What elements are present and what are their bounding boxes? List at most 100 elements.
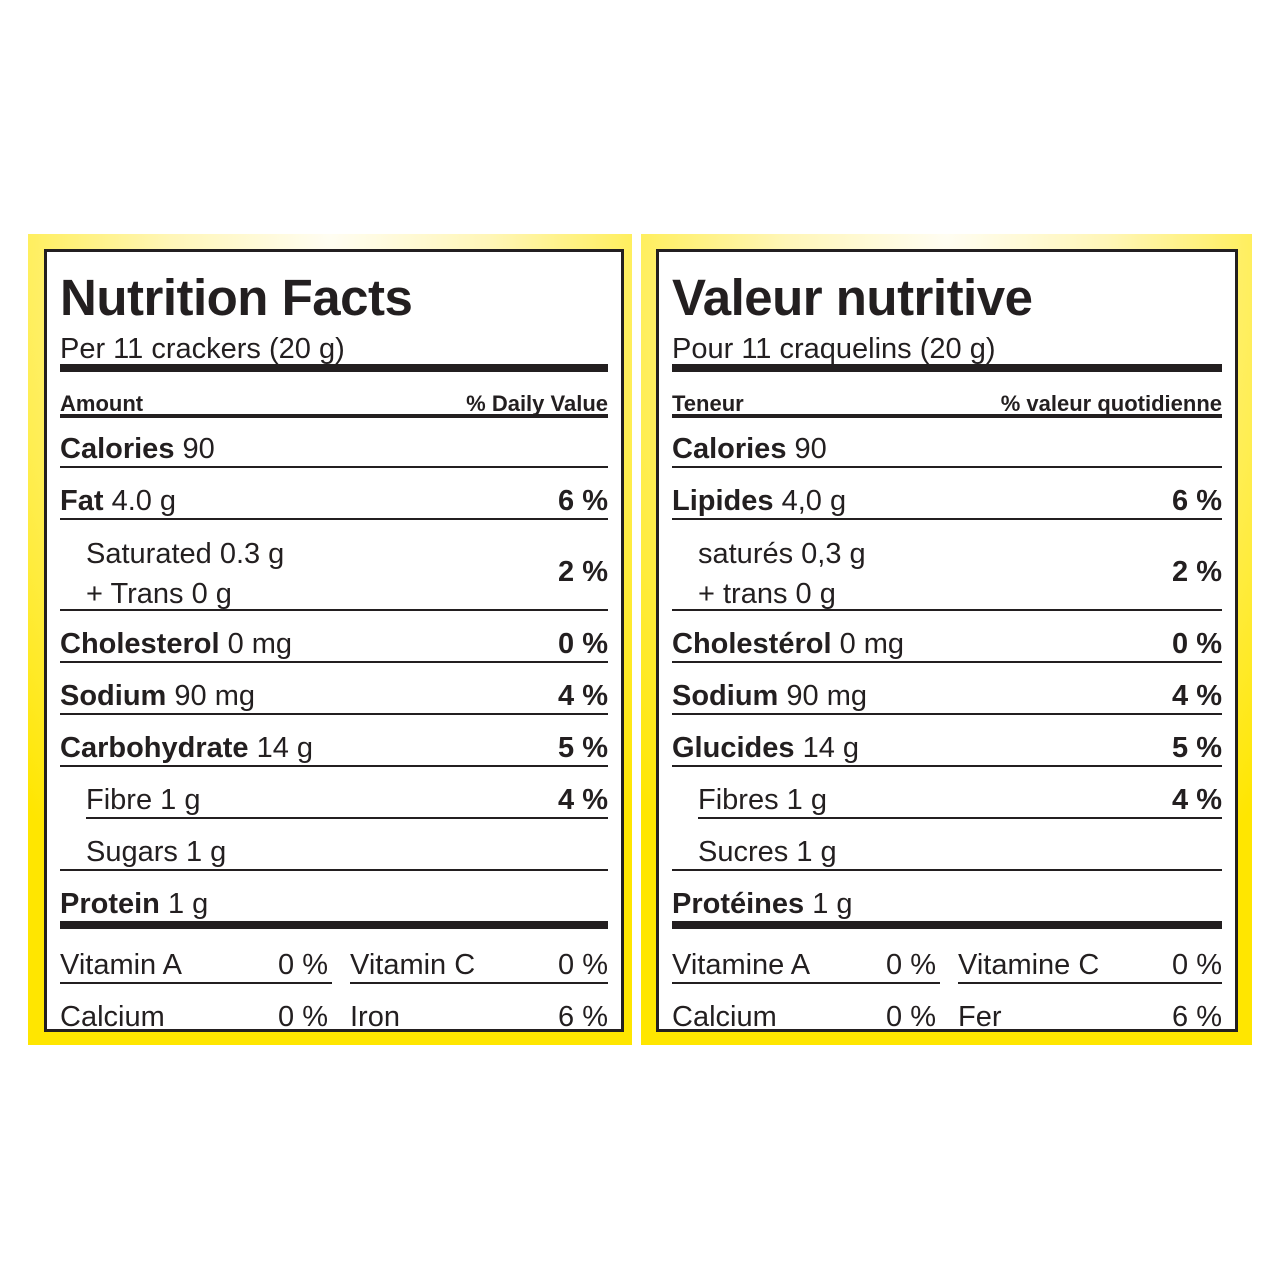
nutrient-label: Fat xyxy=(60,485,104,517)
vitamin-label: Vitamin C xyxy=(350,949,476,981)
saturated-text: Saturated 0.3 g xyxy=(86,538,285,570)
vitamin-value: 6 % xyxy=(558,1001,608,1033)
saturated-text: saturés 0,3 g xyxy=(698,538,866,570)
divider xyxy=(60,765,608,767)
nutrient-label: Protein xyxy=(60,888,160,920)
nutrient-label: Sodium xyxy=(60,680,167,712)
nutrient-label: Protéines xyxy=(672,888,805,920)
divider xyxy=(60,609,608,611)
amount-header: Amount xyxy=(60,391,144,416)
vitamin-label: Vitamin A xyxy=(60,949,182,981)
sugars-row: Sugars 1 g xyxy=(86,835,608,869)
divider xyxy=(672,713,1222,715)
daily-value: 4 % xyxy=(558,784,608,816)
daily-value: 4 % xyxy=(558,680,608,712)
carbohydrate-row: Carbohydrate 14 g 5 % xyxy=(60,731,608,765)
calories-value: 90 xyxy=(794,433,827,465)
divider xyxy=(60,869,608,871)
vitamin-label: Fer xyxy=(958,1001,1002,1033)
calcium-row: Calcium 0 % xyxy=(672,1000,936,1034)
divider-thick xyxy=(672,364,1222,372)
column-header: Amount % Daily Value xyxy=(60,391,608,417)
serving-size: Pour 11 craquelins (20 g) xyxy=(672,333,996,365)
vitamin-a-row: Vitamin A 0 % xyxy=(60,948,328,982)
teneur-header: Teneur xyxy=(672,391,744,416)
nutrient-label: Cholesterol xyxy=(60,628,220,660)
calories-label: Calories xyxy=(60,433,175,465)
glucides-row: Glucides 14 g 5 % xyxy=(672,731,1222,765)
divider xyxy=(86,817,608,819)
label-title: Nutrition Facts xyxy=(60,269,413,326)
divider-medium xyxy=(60,414,608,418)
english-nutrition-panel: Nutrition Facts Per 11 crackers (20 g) A… xyxy=(28,234,632,1045)
vitamin-label: Vitamine A xyxy=(672,949,811,981)
saturated-trans-row: Saturated 0.3 g + Trans 0 g 2 % xyxy=(86,534,608,614)
cholesterol-row: Cholestérol 0 mg 0 % xyxy=(672,627,1222,661)
vitamin-label: Vitamine C xyxy=(958,949,1100,981)
sucres-row: Sucres 1 g xyxy=(698,835,1222,869)
nutrient-amount: 14 g xyxy=(256,732,314,764)
vitamin-label: Calcium xyxy=(672,1001,777,1033)
valeur-quotidienne-header: % valeur quotidienne xyxy=(1000,391,1222,416)
divider xyxy=(672,661,1222,663)
daily-value: 4 % xyxy=(1172,784,1222,816)
trans-text: + trans 0 g xyxy=(698,578,836,610)
nutrient-label: Sugars 1 g xyxy=(86,836,227,868)
nutrient-label: Carbohydrate xyxy=(60,732,249,764)
sodium-row: Sodium 90 mg 4 % xyxy=(672,679,1222,713)
nutrient-label: Fibre 1 g xyxy=(86,784,201,816)
sodium-row: Sodium 90 mg 4 % xyxy=(60,679,608,713)
divider-medium xyxy=(672,414,1222,418)
divider xyxy=(672,466,1222,468)
divider xyxy=(672,869,1222,871)
nutrient-amount: 90 mg xyxy=(786,680,868,712)
fibre-row: Fibre 1 g 4 % xyxy=(86,783,608,817)
vitamine-a-row: Vitamine A 0 % xyxy=(672,948,936,982)
calories-row: Calories 90 xyxy=(672,432,1222,466)
nutrient-amount: 1 g xyxy=(812,888,853,920)
lipides-row: Lipides 4,0 g 6 % xyxy=(672,484,1222,518)
vitamin-value: 0 % xyxy=(1172,949,1222,981)
daily-value: 2 % xyxy=(558,556,608,588)
fibres-row: Fibres 1 g 4 % xyxy=(698,783,1222,817)
vitamin-value: 0 % xyxy=(558,949,608,981)
divider xyxy=(60,466,608,468)
nutrient-amount: 0 mg xyxy=(227,628,293,660)
cholesterol-row: Cholesterol 0 mg 0 % xyxy=(60,627,608,661)
daily-value: 0 % xyxy=(558,628,608,660)
vitamin-value: 6 % xyxy=(1172,1001,1222,1033)
proteines-row: Protéines 1 g xyxy=(672,887,1222,921)
divider xyxy=(350,982,608,984)
divider xyxy=(60,661,608,663)
vitamin-value: 0 % xyxy=(886,949,936,981)
nutrient-amount: 14 g xyxy=(802,732,860,764)
divider-thick xyxy=(60,364,608,372)
nutrient-amount: 0 mg xyxy=(839,628,905,660)
daily-value-header: % Daily Value xyxy=(466,391,608,416)
divider xyxy=(60,982,332,984)
satures-trans-row: saturés 0,3 g + trans 0 g 2 % xyxy=(698,534,1222,614)
nutrient-label: Sodium xyxy=(672,680,779,712)
label-title: Valeur nutritive xyxy=(672,269,1033,326)
nutrient-label: Fibres 1 g xyxy=(698,784,827,816)
divider xyxy=(698,817,1222,819)
nutrient-label: Cholestérol xyxy=(672,628,832,660)
daily-value: 5 % xyxy=(1172,732,1222,764)
nutrient-label: Lipides xyxy=(672,485,774,517)
nutrient-label: Glucides xyxy=(672,732,795,764)
vitamin-value: 0 % xyxy=(886,1001,936,1033)
divider xyxy=(60,518,608,520)
fer-row: Fer 6 % xyxy=(958,1000,1222,1034)
daily-value: 5 % xyxy=(558,732,608,764)
daily-value: 0 % xyxy=(1172,628,1222,660)
vitamin-label: Iron xyxy=(350,1001,400,1033)
nutrient-amount: 4,0 g xyxy=(781,485,847,517)
calories-label: Calories xyxy=(672,433,787,465)
serving-size: Per 11 crackers (20 g) xyxy=(60,333,345,365)
nutrient-amount: 90 mg xyxy=(174,680,256,712)
french-label-box: Valeur nutritive Pour 11 craquelins (20 … xyxy=(656,249,1238,1034)
vitamin-label: Calcium xyxy=(60,1001,165,1033)
protein-row: Protein 1 g xyxy=(60,887,608,921)
daily-value: 4 % xyxy=(1172,680,1222,712)
nutrient-amount: 1 g xyxy=(167,888,209,920)
